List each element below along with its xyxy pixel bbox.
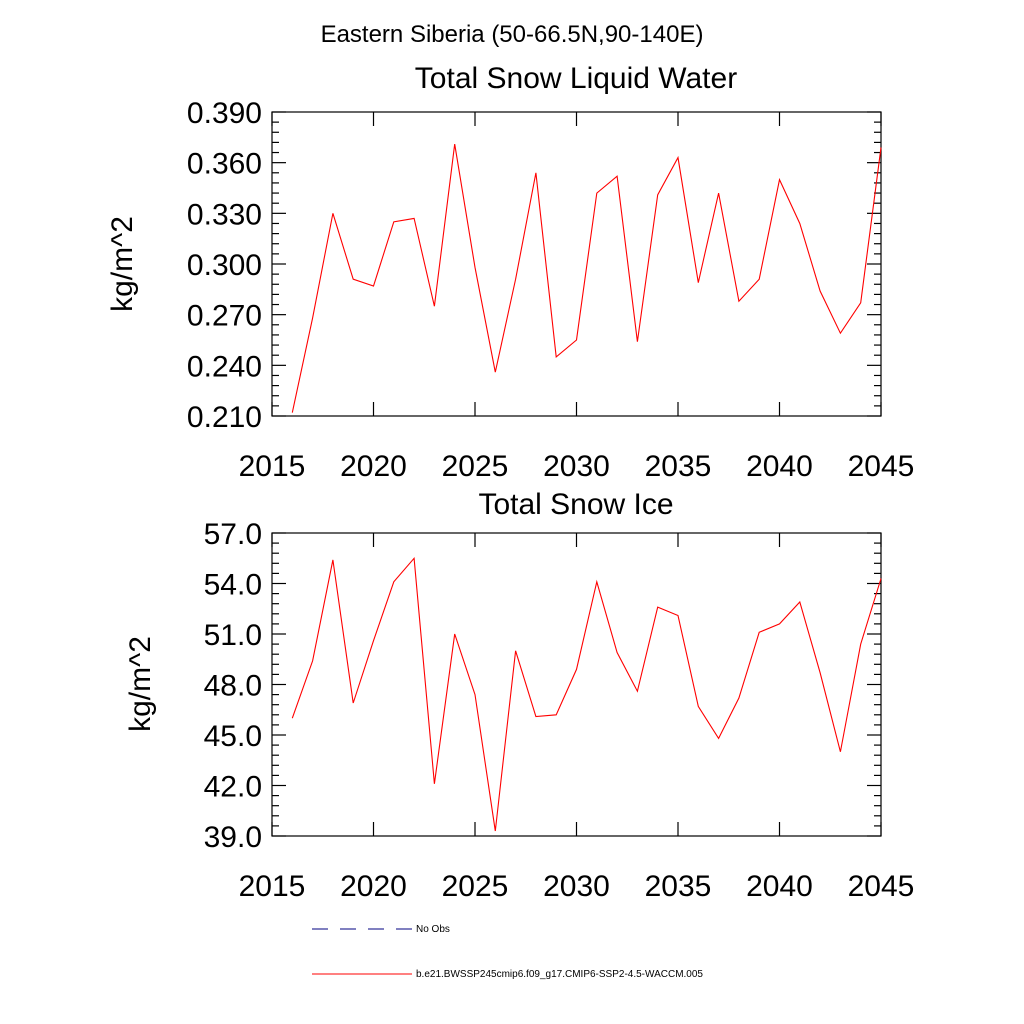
y-axis-label: kg/m^2 bbox=[124, 636, 157, 732]
plot-frame bbox=[271, 111, 882, 417]
x-tick-label: 2015 bbox=[239, 450, 306, 483]
y-tick-label: 0.240 bbox=[187, 350, 262, 383]
axis-ticks bbox=[271, 532, 882, 837]
y-tick-label: 48.0 bbox=[204, 670, 262, 703]
x-tick-label: 2040 bbox=[746, 450, 813, 483]
axis-ticks bbox=[271, 111, 882, 417]
y-tick-label: 0.390 bbox=[187, 97, 262, 130]
figure-title: Eastern Siberia (50-66.5N,90-140E) bbox=[321, 21, 704, 48]
plot-frame bbox=[271, 532, 882, 837]
series-marks bbox=[291, 144, 882, 413]
x-tick-label: 2025 bbox=[442, 870, 509, 903]
x-tick-label: 2045 bbox=[848, 870, 915, 903]
x-tick-label: 2030 bbox=[543, 870, 610, 903]
axis-tick-labels: 39.0 42.0 45.0 48.0 51.0 54.0 57.0 2015 2020 2025… bbox=[204, 518, 915, 903]
series-line bbox=[291, 144, 882, 413]
x-tick-label: 2030 bbox=[543, 450, 610, 483]
x-tick-label: 2020 bbox=[340, 870, 407, 903]
y-tick-label: 51.0 bbox=[204, 619, 262, 652]
legend-label-model: b.e21.BWSSP245cmip6.f09_g17.CMIP6-SSP2-4… bbox=[416, 969, 703, 980]
x-tick-label: 2020 bbox=[340, 450, 407, 483]
y-tick-label: 0.330 bbox=[187, 198, 262, 231]
y-tick-label: 57.0 bbox=[204, 518, 262, 551]
x-tick-label: 2025 bbox=[442, 450, 509, 483]
y-tick-label: 0.270 bbox=[187, 300, 262, 333]
legend-label-no-obs: No Obs bbox=[416, 924, 450, 935]
panel-title: Total Snow Liquid Water bbox=[415, 62, 737, 95]
x-tick-label: 2015 bbox=[239, 870, 306, 903]
y-tick-label: 54.0 bbox=[204, 569, 262, 602]
x-tick-label: 2045 bbox=[848, 450, 915, 483]
series-marks bbox=[291, 556, 882, 832]
panel-title: Total Snow Ice bbox=[478, 488, 673, 521]
panel-snow-liquid-water: Total Snow Liquid Water kg/m^2 0.210 0.24… bbox=[106, 62, 914, 483]
y-tick-label: 45.0 bbox=[204, 720, 262, 753]
series-line bbox=[291, 556, 882, 832]
y-axis-label: kg/m^2 bbox=[106, 216, 139, 312]
y-tick-label: 0.210 bbox=[187, 401, 262, 434]
y-tick-label: 0.360 bbox=[187, 148, 262, 181]
x-tick-label: 2035 bbox=[645, 450, 712, 483]
y-tick-label: 42.0 bbox=[204, 771, 262, 804]
axis-tick-labels: 0.210 0.240 0.270 0.300 0.330 0.360 0.390 2015 2… bbox=[187, 97, 914, 483]
y-tick-label: 0.300 bbox=[187, 249, 262, 282]
x-tick-label: 2040 bbox=[746, 870, 813, 903]
legend: No Obs b.e21.BWSSP245cmip6.f09_g17.CMIP6… bbox=[312, 924, 703, 980]
x-tick-label: 2035 bbox=[645, 870, 712, 903]
panel-snow-ice: Total Snow Ice kg/m^2 39.0 42.0 45.0 48.0 51… bbox=[124, 488, 914, 903]
y-tick-label: 39.0 bbox=[204, 821, 262, 854]
